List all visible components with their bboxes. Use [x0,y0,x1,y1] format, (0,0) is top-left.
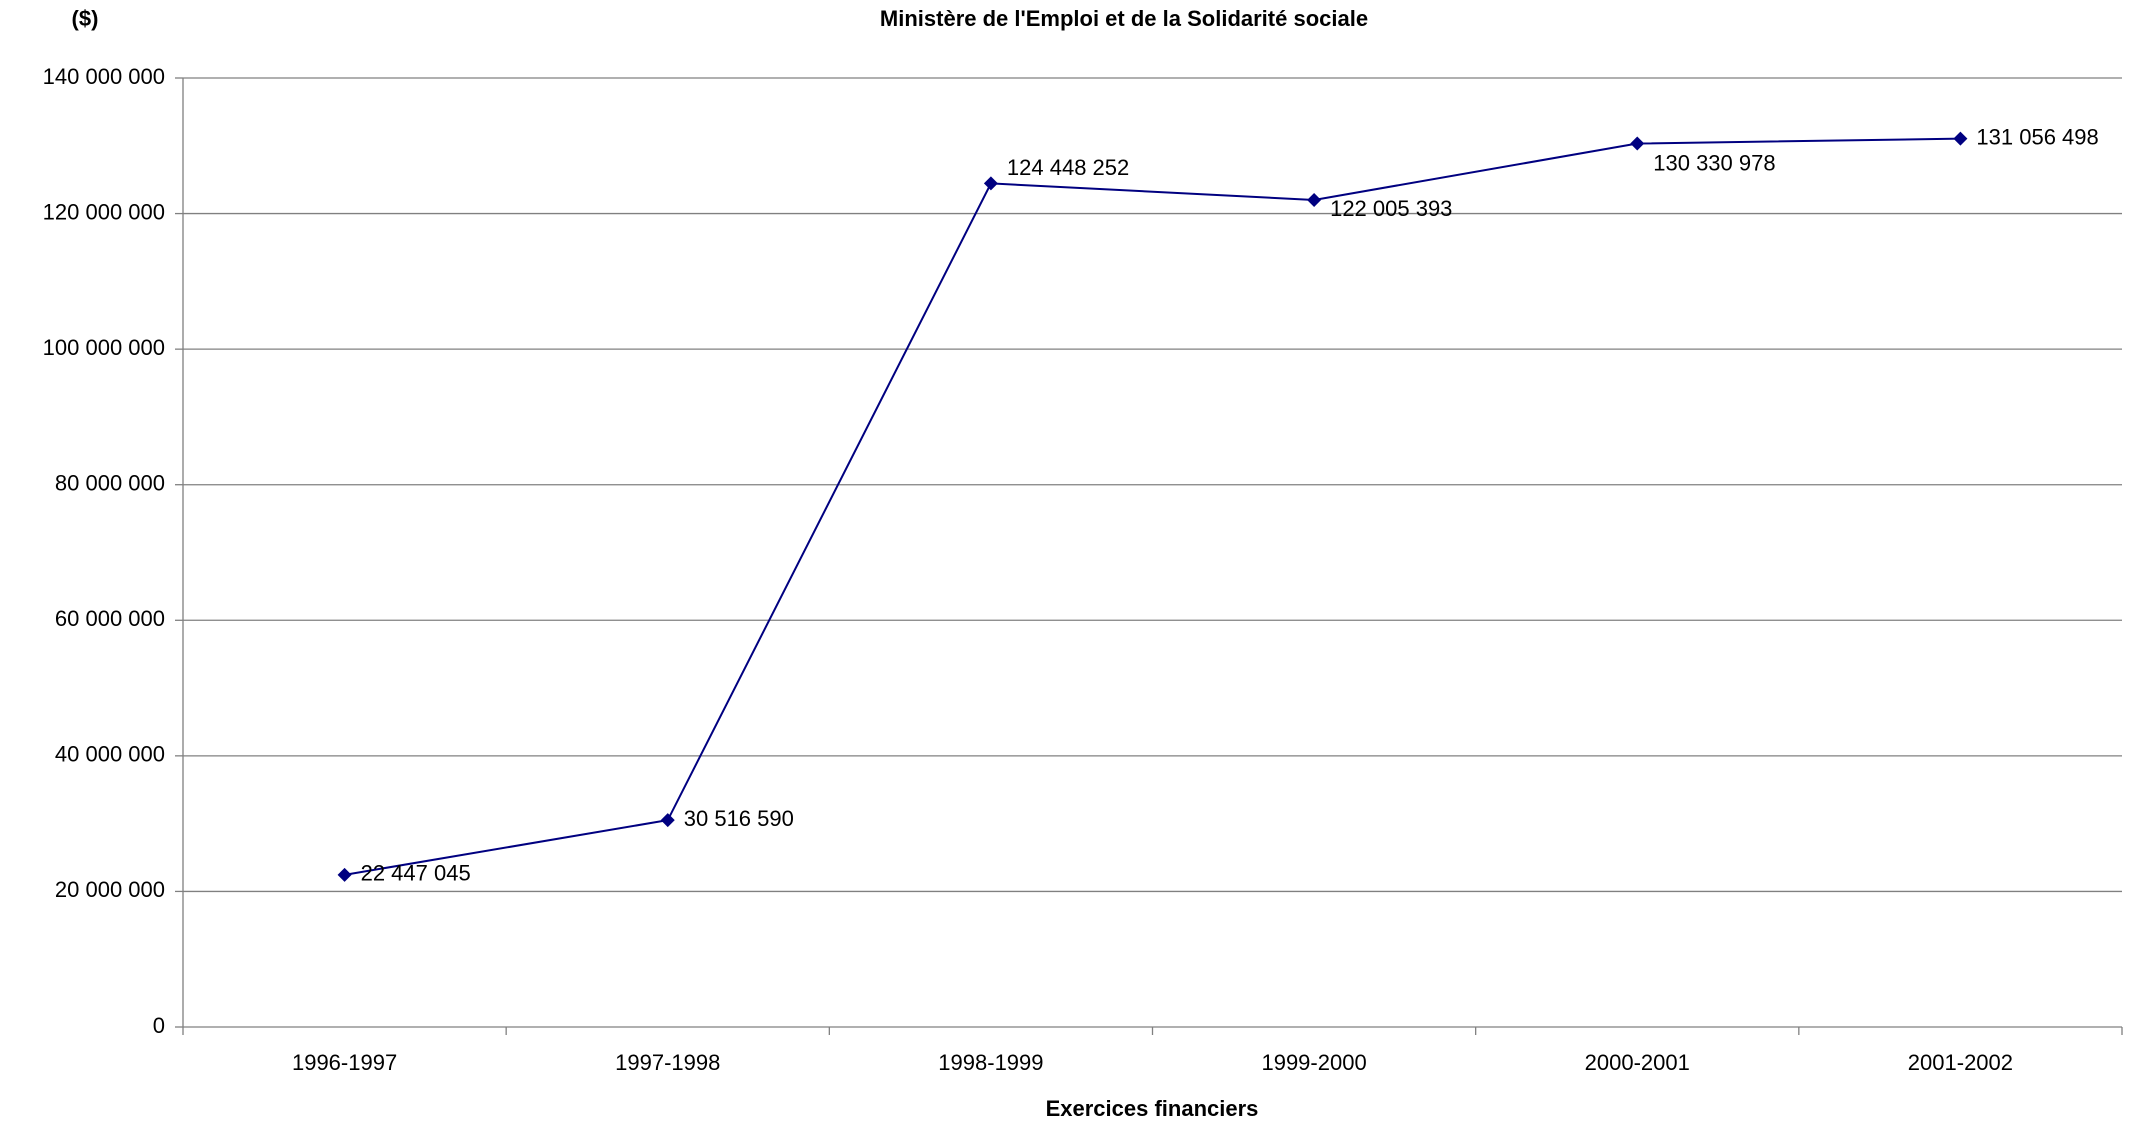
y-tick-label: 80 000 000 [55,471,165,496]
x-tick-label: 2001-2002 [1908,1050,2013,1075]
chart-title: Ministère de l'Emploi et de la Solidarit… [880,6,1368,31]
line [344,137,1961,876]
data-label: 122 005 393 [1330,196,1452,221]
marker [660,813,675,828]
y-axis-label: ($) [72,6,99,31]
y-tick-label: 140 000 000 [43,64,165,89]
data-label: 131 056 498 [1976,124,2098,149]
marker [337,867,352,882]
data-label: 22 447 045 [361,861,471,886]
y-tick-label: 0 [153,1013,165,1038]
x-axis-label: Exercices financiers [1046,1096,1259,1121]
x-tick-label: 1998-1999 [938,1050,1043,1075]
data-label: 124 448 252 [1007,155,1129,180]
marker [1953,131,1968,146]
data-label: 30 516 590 [684,806,794,831]
y-tick-label: 40 000 000 [55,742,165,767]
x-tick-label: 2000-2001 [1585,1050,1690,1075]
y-tick-label: 100 000 000 [43,335,165,360]
x-tick-label: 1997-1998 [615,1050,720,1075]
x-tick-label: 1996-1997 [292,1050,397,1075]
y-tick-label: 20 000 000 [55,877,165,902]
marker [983,176,998,191]
y-tick-label: 120 000 000 [43,199,165,224]
data-label: 130 330 978 [1653,150,1775,175]
x-tick-label: 1999-2000 [1261,1050,1366,1075]
y-tick-label: 60 000 000 [55,606,165,631]
marker [1630,136,1645,151]
marker [1307,192,1322,207]
